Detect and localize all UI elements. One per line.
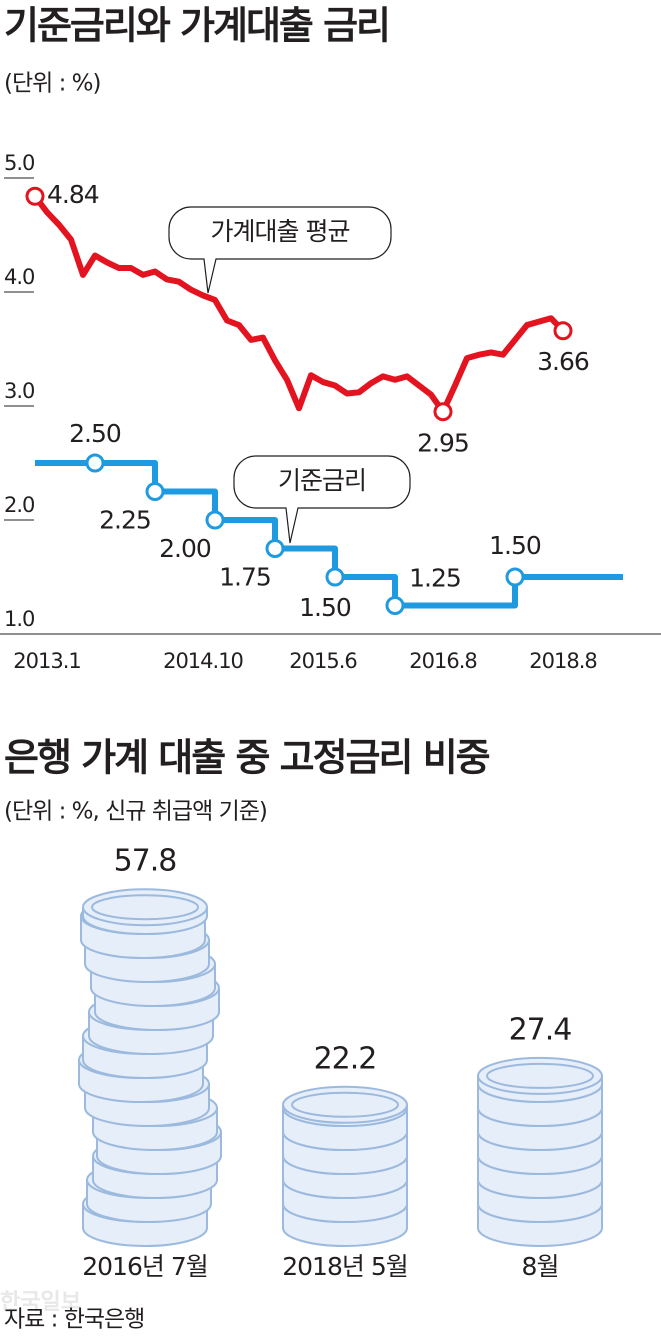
chart-title: 기준금리와 가계대출 금리 [4, 4, 389, 48]
coin-stack [282, 1085, 408, 1247]
coin-rim [486, 1062, 594, 1089]
data-label: 57.8 [114, 844, 177, 879]
point [265, 539, 285, 558]
point [433, 402, 453, 422]
point [85, 453, 105, 473]
y-tick-label: 2.0 [4, 493, 34, 517]
x-tick-label: 8월 [522, 1252, 559, 1281]
source: 자료 : 한국은행 [4, 1307, 144, 1333]
watermark: 한국일보 [0, 1290, 81, 1315]
data-label: 1.75 [219, 563, 271, 592]
coin-stack [78, 888, 222, 1247]
data-label: 2.00 [159, 534, 211, 563]
y-tick-label: 4.0 [4, 265, 34, 289]
data-label: 22.2 [314, 1041, 377, 1076]
coin-stack [477, 1056, 603, 1247]
y-tick-label: 5.0 [4, 151, 34, 175]
callout-box [168, 206, 392, 294]
point [385, 596, 405, 615]
y-tick-label: 3.0 [4, 379, 34, 403]
data-label: 3.66 [537, 347, 589, 376]
chart-subtitle: (단위 : %) [4, 71, 101, 97]
series-label: 기준금리 [278, 466, 366, 495]
chart-subtitle: (단위 : %, 신규 취급액 기준) [4, 799, 267, 825]
x-tick-label: 2018.8 [529, 649, 596, 673]
point [505, 567, 525, 587]
data-label: 1.50 [489, 531, 541, 560]
data-label: 1.25 [409, 564, 461, 593]
data-label: 2.50 [69, 419, 121, 448]
data-label: 1.50 [299, 593, 351, 622]
point [25, 186, 45, 206]
point [205, 510, 225, 530]
chart-title: 은행 가계 대출 중 고정금리 비중 [4, 736, 490, 780]
x-tick-label: 2014.10 [163, 649, 243, 673]
point [145, 482, 165, 501]
x-tick-label: 2016.8 [409, 649, 476, 673]
x-tick-label: 2018년 5월 [282, 1252, 407, 1281]
coin-rim [291, 1091, 399, 1118]
coin-rim [91, 894, 199, 921]
data-label: 2.25 [99, 506, 151, 535]
data-label: 2.95 [417, 429, 469, 458]
series-label: 가계대출 평균 [211, 217, 350, 246]
x-tick-label: 2016년 7월 [82, 1252, 207, 1281]
callout-box [233, 455, 411, 544]
point [553, 321, 573, 341]
series-line [32, 194, 566, 415]
data-label: 27.4 [509, 1012, 572, 1047]
x-tick-label: 2013.1 [13, 649, 80, 673]
y-tick-label: 1.0 [4, 607, 34, 631]
point [325, 567, 345, 587]
x-tick-label: 2015.6 [289, 649, 357, 673]
data-label: 4.84 [47, 180, 99, 209]
